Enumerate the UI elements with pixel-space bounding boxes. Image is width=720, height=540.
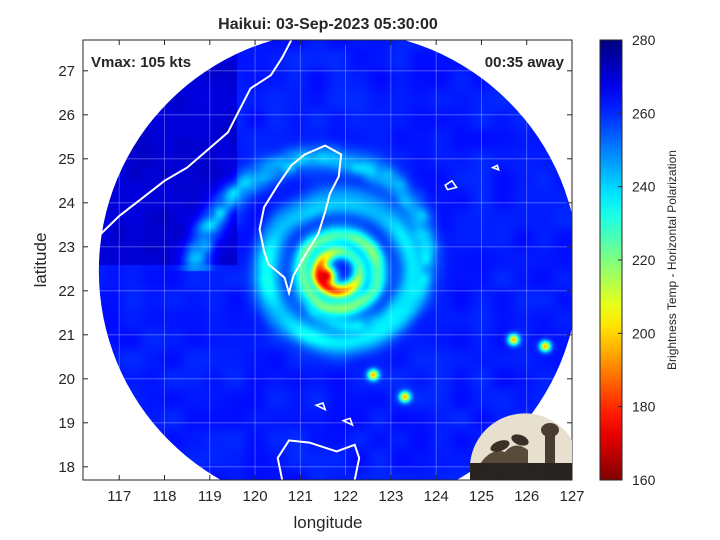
x-tick-label: 124 [424,488,449,505]
y-axis-label: latitude [31,233,50,288]
x-tick-label: 121 [288,488,313,505]
y-tick-label: 24 [58,195,75,212]
island-coastline [444,179,458,191]
y-tick-label: 23 [58,239,75,256]
cimss-logo: CIMSS [470,413,572,480]
china-coastline [83,40,293,248]
y-tick-label: 26 [58,107,75,124]
colorbar-tick-label: 240 [632,179,656,195]
gridlines [83,40,572,480]
x-tick-label: 118 [153,488,177,505]
vmax-annotation: Vmax: 105 kts [91,54,191,71]
y-tick-label: 22 [58,283,75,300]
island-coastline [314,401,327,412]
chart-title: Haikui: 03-Sep-2023 05:30:00 [218,16,438,33]
x-tick-label: 125 [469,488,494,505]
x-axis: 117 118 119 120 121 122 123 124 125 126 127 [107,40,585,505]
colorbar-tick-label: 260 [632,105,656,121]
x-axis-label: longitude [293,513,362,532]
colorbar-tick-label: 180 [632,399,656,415]
y-tick-label: 18 [58,459,75,476]
colorbar: 160 180 200 220 240 260 280 Brightness Temp - … [599,32,679,488]
x-tick-label: 120 [243,488,268,505]
axes-box [82,39,573,481]
colorbar-tick-label: 280 [632,32,656,48]
x-tick-label: 119 [198,488,222,505]
logo-text: CIMSS [492,466,550,480]
luzon-coastline [276,439,361,480]
colorbar-tick-label: 220 [632,252,656,268]
y-axis: 18 19 20 21 22 23 24 25 26 27 [58,63,572,476]
x-tick-label: 117 [107,488,131,505]
colorbar-tick-label: 200 [632,325,656,341]
colorbar-label: Brightness Temp - Horizontal Polarizatio… [665,150,679,370]
island-coastline [341,417,354,427]
y-tick-label: 27 [58,63,75,80]
island-coastline [490,164,500,172]
colorbar-tick-label: 160 [632,472,656,488]
time-away-annotation: 00:35 away [485,54,565,71]
y-tick-label: 25 [58,151,75,168]
x-tick-label: 122 [333,488,358,505]
x-tick-label: 127 [559,488,584,505]
x-tick-label: 126 [514,488,539,505]
taiwan-coastline [258,144,343,297]
coastlines [83,40,500,480]
plot-area: Vmax: 105 kts 00:35 away CIMSS [82,39,573,481]
brightness-temperature-heatmap [98,40,572,480]
y-tick-label: 19 [58,415,75,432]
x-tick-label: 123 [378,488,403,505]
y-tick-label: 21 [58,327,75,344]
y-tick-label: 20 [58,371,75,388]
